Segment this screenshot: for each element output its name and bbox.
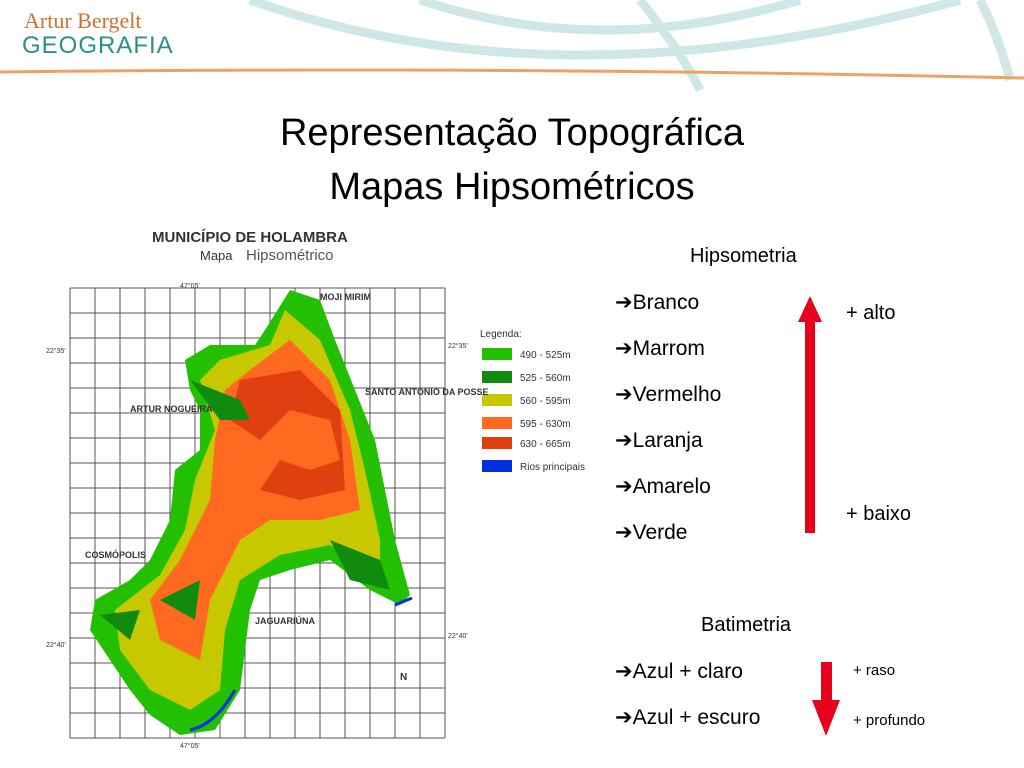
north-label: N: [400, 672, 407, 683]
legend-swatches: [482, 348, 512, 472]
heading: Hipsometria: [690, 245, 797, 267]
high-label: + alto: [846, 302, 896, 324]
logo-sub: GEOGRAFIA: [22, 32, 174, 59]
place: JAGUARIÚNA: [255, 615, 316, 626]
coord: 22°40': [46, 641, 66, 649]
list-item: ➔Verde: [615, 521, 688, 544]
header-line: [0, 68, 1024, 80]
legend-title: Legenda:: [480, 329, 522, 340]
coord: 22°35': [448, 342, 468, 350]
map-subtitle: Hipsométrico: [246, 247, 334, 264]
coord: 22°35': [46, 347, 66, 355]
low-label: + baixo: [846, 503, 912, 525]
arc: [418, 0, 802, 35]
legend-label: 595 - 630m: [520, 419, 571, 430]
swatch: [482, 371, 512, 383]
title: Mapas Hipsométricos: [329, 166, 695, 208]
swatch: [482, 460, 512, 472]
arrow-up: [798, 296, 822, 533]
coord: 47°05': [180, 742, 200, 750]
list-item: ➔Vermelho: [615, 383, 722, 406]
legend-label: Rios principais: [520, 462, 585, 473]
coord: 47°05': [180, 282, 200, 290]
map-relief: [90, 290, 413, 735]
swatch: [482, 417, 512, 429]
map-title: MUNICÍPIO DE HOLAMBRA: [152, 229, 348, 246]
map-subtitle-prefix: Mapa: [200, 248, 233, 263]
place: COSMÓPOLIS: [85, 549, 146, 560]
arc: [248, 0, 962, 60]
legend-label: 490 - 525m: [520, 350, 571, 361]
place: ARTUR NOGUEIRA: [130, 404, 213, 414]
zone-595: [150, 340, 360, 660]
arc: [636, 0, 705, 93]
swatch: [482, 437, 512, 449]
coord: 22°40': [448, 632, 468, 640]
swatch: [482, 348, 512, 360]
list-item: ➔Azul + claro: [615, 660, 743, 683]
list-item: ➔Marrom: [615, 337, 705, 360]
swatch: [482, 394, 512, 406]
list-item: ➔Azul + escuro: [615, 706, 761, 729]
header-decoration: [248, 0, 1015, 93]
logo-name: Artur Bergelt: [24, 8, 142, 33]
zone-630: [230, 370, 345, 500]
deep-label: + profundo: [853, 712, 926, 729]
title: Representação Topográfica: [279, 112, 745, 154]
list-item: ➔Laranja: [615, 429, 703, 452]
legend-label: 560 - 595m: [520, 396, 571, 407]
place: MOJI MIRIM: [320, 292, 371, 302]
zone-525: [100, 380, 390, 640]
arc: [975, 0, 1015, 82]
legend-label: 525 - 560m: [520, 373, 571, 384]
map-texts: MUNICÍPIO DE HOLAMBRA Mapa Hipsométrico …: [46, 229, 585, 750]
legend-label: 630 - 665m: [520, 439, 571, 450]
list-item: ➔Amarelo: [615, 475, 711, 498]
heading: Batimetria: [701, 614, 792, 636]
list-item: ➔Branco: [615, 291, 700, 314]
shallow-label: + raso: [853, 662, 896, 679]
place: SANTO ANTONIO DA POSSE: [365, 387, 489, 397]
river: [189, 596, 413, 732]
arrow-down: [812, 662, 840, 736]
